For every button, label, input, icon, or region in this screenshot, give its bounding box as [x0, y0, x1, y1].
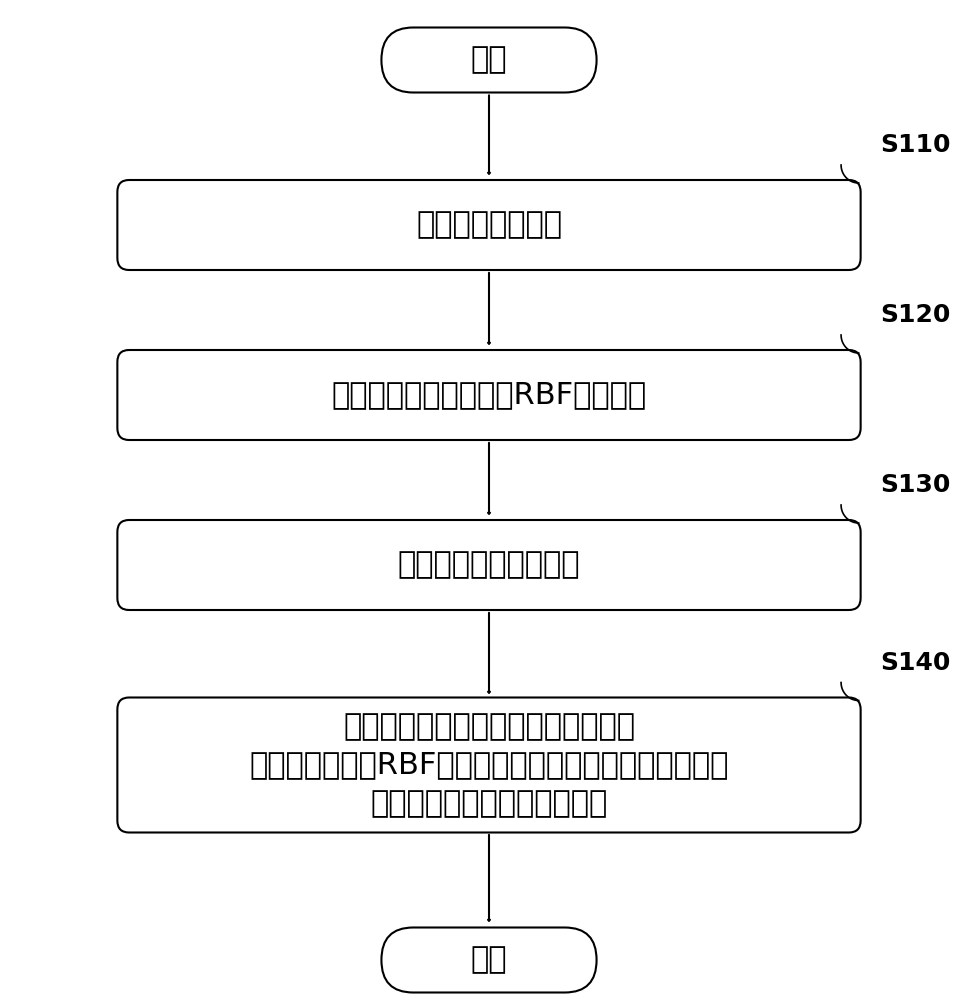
Text: 获取多组训练数据: 获取多组训练数据 [415, 211, 562, 239]
FancyBboxPatch shape [117, 350, 860, 440]
Text: 针对至少一组测试数据中的每一组，
利用经过训练的RBF神经网络获得该组测试数据对应的待
预测燃烧室的增压比的预测値: 针对至少一组测试数据中的每一组， 利用经过训练的RBF神经网络获得该组测试数据对… [249, 712, 728, 818]
FancyBboxPatch shape [117, 180, 860, 270]
FancyBboxPatch shape [381, 928, 596, 992]
Text: 结束: 结束 [470, 946, 507, 974]
FancyBboxPatch shape [117, 698, 860, 832]
Text: 开始: 开始 [470, 45, 507, 75]
Text: S130: S130 [879, 473, 950, 497]
Text: 获得至少一组测试数据: 获得至少一组测试数据 [398, 550, 579, 580]
FancyBboxPatch shape [381, 28, 596, 93]
Text: 利用多组训练数据训练RBF神经网络: 利用多组训练数据训练RBF神经网络 [331, 380, 646, 410]
FancyBboxPatch shape [117, 520, 860, 610]
Text: S110: S110 [879, 133, 950, 157]
Text: S140: S140 [879, 650, 950, 674]
Text: S120: S120 [879, 303, 950, 327]
